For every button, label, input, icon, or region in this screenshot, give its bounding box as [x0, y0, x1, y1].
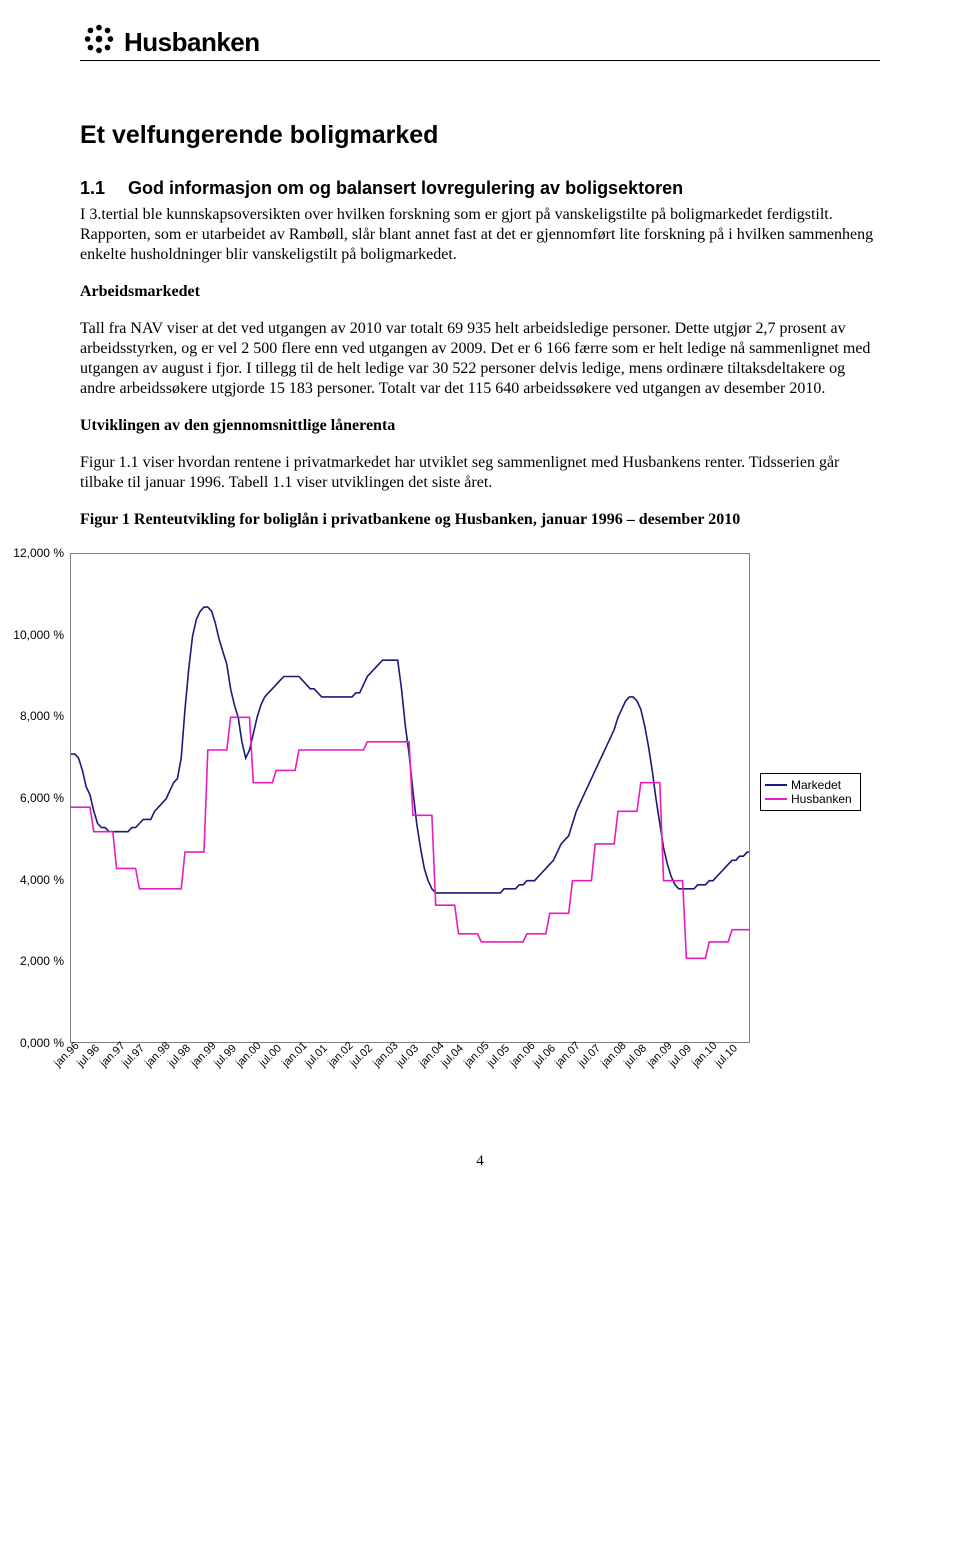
legend-label: Husbanken [791, 792, 852, 806]
figure-caption: Figur 1 Renteutvikling for boliglån i pr… [80, 511, 880, 529]
x-tick-label: jan.99 [189, 1040, 219, 1070]
y-tick-label: 0,000 % [20, 1036, 64, 1050]
y-tick-label: 4,000 % [20, 873, 64, 887]
x-tick-label: jan.98 [143, 1040, 173, 1070]
subheading-1: Arbeidsmarkedet [80, 283, 880, 301]
legend-label: Markedet [791, 778, 841, 792]
page-number: 4 [80, 1153, 880, 1170]
x-tick-label: jan.05 [462, 1040, 492, 1070]
x-tick-label: jan.08 [599, 1040, 629, 1070]
series-husbanken [71, 717, 750, 958]
chart-plot-area [70, 553, 750, 1043]
series-markedet [71, 607, 750, 893]
x-tick-label: jan.10 [690, 1040, 720, 1070]
y-tick-label: 6,000 % [20, 791, 64, 805]
y-tick-label: 10,000 % [13, 628, 64, 642]
y-tick-label: 2,000 % [20, 954, 64, 968]
x-tick-label: jan.01 [280, 1040, 310, 1070]
y-tick-label: 8,000 % [20, 709, 64, 723]
chart-box: 0,000 %2,000 %4,000 %6,000 %8,000 %10,00… [70, 553, 750, 1093]
chart-lines [71, 554, 750, 1043]
paragraph-1: I 3.tertial ble kunnskapsoversikten over… [80, 205, 880, 265]
brand-name: Husbanken [124, 27, 260, 58]
chart-x-axis-labels: jan.96jul.96jan.97jul.97jan.98jul.98jan.… [70, 1043, 750, 1093]
paragraph-2: Tall fra NAV viser at det ved utgangen a… [80, 319, 880, 399]
paragraph-3: Figur 1.1 viser hvordan rentene i privat… [80, 453, 880, 493]
legend-row: Markedet [765, 778, 852, 792]
x-tick-label: jan.02 [326, 1040, 356, 1070]
legend-swatch [765, 798, 787, 800]
x-tick-label: jan.00 [234, 1040, 264, 1070]
x-tick-label: jan.04 [417, 1040, 447, 1070]
husbanken-logo-icon [80, 20, 118, 58]
chart-legend: MarkedetHusbanken [760, 773, 861, 811]
section-heading: 1.1God informasjon om og balansert lovre… [80, 178, 880, 199]
chart-container: 0,000 %2,000 %4,000 %6,000 %8,000 %10,00… [70, 553, 880, 1093]
x-tick-label: jan.03 [371, 1040, 401, 1070]
page-title: Et velfungerende boligmarked [80, 121, 880, 150]
x-tick-label: jan.06 [508, 1040, 538, 1070]
y-tick-label: 12,000 % [13, 546, 64, 560]
legend-swatch [765, 784, 787, 786]
section-heading-text: God informasjon om og balansert lovregul… [128, 178, 683, 198]
x-tick-label: jan.07 [553, 1040, 583, 1070]
legend-row: Husbanken [765, 792, 852, 806]
page-header: Husbanken [80, 20, 880, 61]
subheading-2: Utviklingen av den gjennomsnittlige låne… [80, 417, 880, 435]
section-number: 1.1 [80, 178, 128, 199]
x-tick-label: jan.97 [98, 1040, 128, 1070]
x-tick-label: jan.09 [645, 1040, 675, 1070]
